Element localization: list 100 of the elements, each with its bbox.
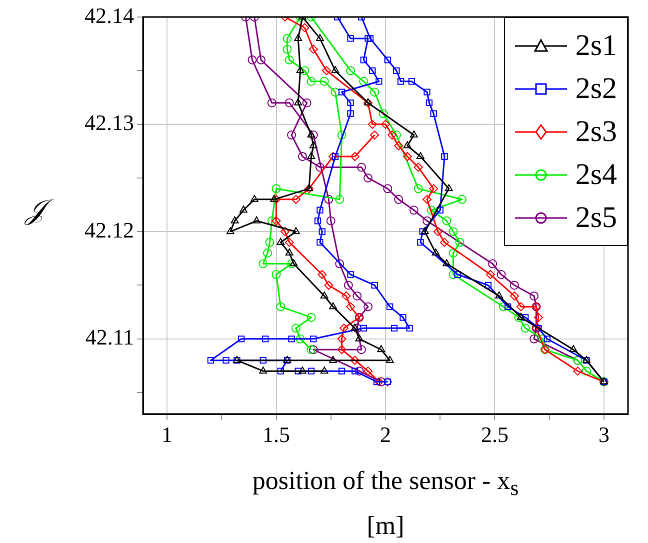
- point: [260, 357, 266, 364]
- point: [296, 66, 304, 74]
- point: [400, 314, 406, 321]
- y-tick-label: 42.12: [84, 217, 134, 242]
- point: [441, 153, 448, 160]
- point: [285, 248, 294, 256]
- point: [318, 228, 326, 235]
- point: [370, 88, 380, 97]
- point: [337, 345, 346, 354]
- point: [307, 130, 316, 138]
- point: [433, 227, 442, 236]
- point: [424, 88, 430, 96]
- point: [394, 141, 404, 150]
- point: [272, 194, 281, 204]
- point: [290, 259, 298, 266]
- point: [265, 238, 274, 247]
- point: [522, 314, 529, 321]
- legend-label: 2s2: [575, 72, 617, 106]
- point: [408, 78, 416, 85]
- point: [457, 194, 466, 204]
- point: [272, 216, 281, 226]
- point: [324, 280, 334, 290]
- point: [226, 227, 234, 234]
- point: [296, 334, 305, 344]
- point: [280, 227, 290, 236]
- point: [376, 377, 386, 386]
- point: [267, 216, 276, 226]
- point: [392, 130, 401, 140]
- point: [230, 216, 239, 224]
- point: [350, 152, 360, 161]
- point: [277, 368, 284, 374]
- point: [448, 270, 458, 280]
- point: [573, 366, 582, 376]
- point: [368, 120, 377, 129]
- point: [338, 88, 346, 96]
- point: [291, 194, 300, 204]
- point: [364, 366, 373, 376]
- point: [270, 194, 278, 202]
- point: [397, 78, 404, 85]
- point: [436, 206, 444, 214]
- legend-label: 2s1: [575, 28, 617, 62]
- point: [530, 291, 539, 300]
- point: [320, 291, 328, 298]
- point: [335, 259, 344, 268]
- point: [488, 259, 498, 268]
- y-axis-title: 𝒥: [24, 195, 55, 227]
- point: [240, 206, 248, 213]
- point: [298, 152, 307, 161]
- point: [376, 78, 382, 85]
- point: [352, 291, 362, 300]
- point: [276, 302, 286, 312]
- point: [298, 366, 306, 374]
- point: [328, 152, 338, 161]
- point: [520, 324, 530, 333]
- point: [569, 345, 578, 352]
- point: [320, 366, 328, 374]
- y-tick-label: 42.13: [84, 110, 134, 136]
- point: [414, 162, 423, 172]
- point: [355, 334, 364, 342]
- point: [426, 206, 436, 215]
- point: [347, 110, 354, 117]
- point: [308, 368, 315, 374]
- point: [258, 259, 268, 268]
- point: [390, 324, 398, 332]
- x-tick-label: 2: [380, 422, 391, 447]
- point: [306, 312, 316, 322]
- point: [426, 100, 433, 106]
- point: [370, 130, 380, 140]
- point: [442, 259, 451, 266]
- point: [383, 184, 392, 194]
- point: [314, 218, 322, 224]
- point: [429, 184, 438, 194]
- point: [422, 194, 432, 204]
- point: [356, 345, 366, 354]
- point: [377, 345, 386, 352]
- point: [538, 334, 548, 344]
- point: [350, 356, 360, 365]
- point: [272, 270, 281, 280]
- point: [320, 76, 329, 86]
- point: [262, 336, 269, 342]
- point: [316, 206, 324, 214]
- point: [310, 336, 317, 342]
- point: [422, 216, 432, 226]
- point: [352, 324, 362, 333]
- point: [337, 130, 346, 140]
- point: [406, 324, 413, 332]
- point: [373, 378, 380, 386]
- point: [272, 184, 281, 194]
- point: [284, 98, 294, 108]
- point: [534, 312, 543, 322]
- point: [284, 238, 294, 247]
- point: [410, 130, 418, 138]
- point: [252, 216, 261, 224]
- x-tick-label: 3: [598, 422, 610, 447]
- point: [371, 282, 378, 289]
- point: [516, 302, 526, 312]
- point: [354, 366, 364, 376]
- point: [207, 357, 214, 364]
- point: [337, 334, 346, 344]
- text: position of the sensor - x$_{s}$ [m]: [252, 466, 519, 540]
